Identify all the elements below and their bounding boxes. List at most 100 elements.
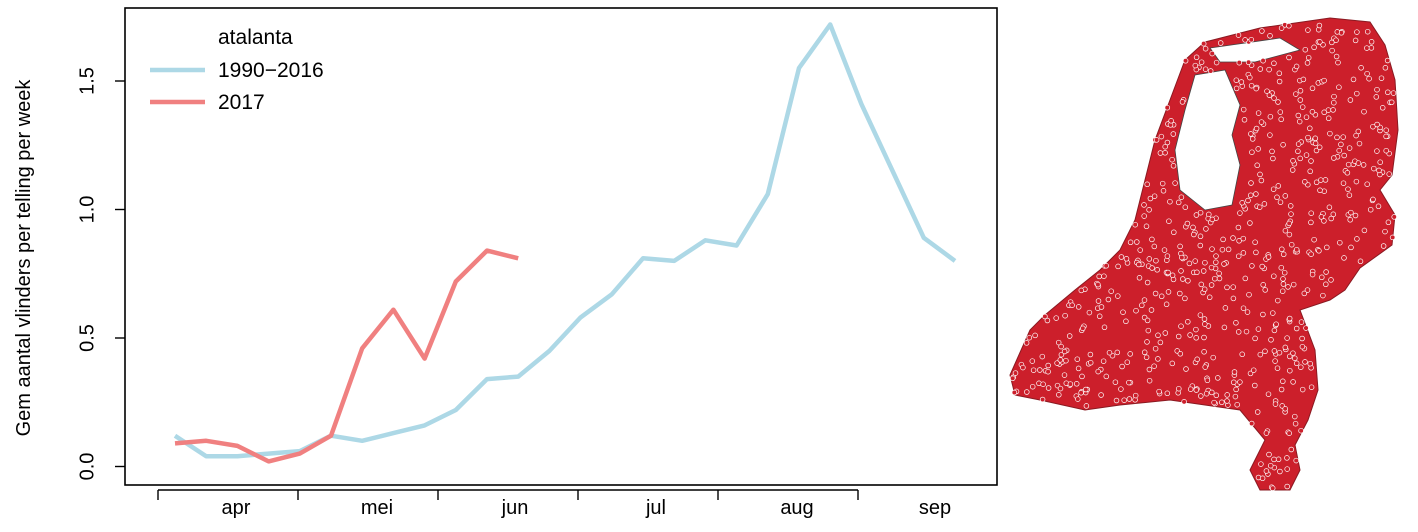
map-point — [1239, 351, 1245, 358]
map-point — [1224, 398, 1230, 404]
map-point — [1328, 277, 1334, 283]
map-point — [1146, 207, 1152, 213]
map-point — [1254, 409, 1261, 415]
map-point — [1151, 193, 1158, 199]
map-point — [1385, 219, 1392, 226]
map-point — [1324, 244, 1330, 251]
map-point — [1334, 134, 1340, 141]
map-point — [1096, 313, 1103, 320]
map-point — [1262, 348, 1268, 355]
ijsselmeer-water — [1174, 69, 1241, 211]
map-point — [1305, 54, 1312, 61]
map-point — [1280, 251, 1287, 258]
map-point — [1230, 235, 1236, 241]
map-point — [1101, 273, 1107, 279]
map-point — [1162, 330, 1169, 336]
map-point — [1208, 282, 1215, 288]
map-point — [1238, 79, 1245, 85]
map-point — [1282, 193, 1289, 199]
map-point — [1282, 406, 1288, 412]
map-point — [1144, 279, 1151, 286]
map-point — [1276, 78, 1283, 85]
map-point — [1121, 397, 1127, 403]
map-point — [1158, 133, 1165, 140]
map-point — [1346, 192, 1353, 198]
map-point — [1178, 194, 1185, 200]
map-point — [1308, 384, 1315, 390]
map-point — [1265, 391, 1272, 397]
map-point — [1271, 348, 1278, 354]
map-point — [1176, 385, 1182, 392]
map-point — [1254, 162, 1260, 169]
map-point — [1230, 284, 1236, 290]
map-point — [1259, 475, 1266, 482]
map-point — [1170, 131, 1177, 137]
map-point — [1334, 29, 1341, 35]
map-point — [1279, 246, 1285, 253]
map-point — [1201, 286, 1208, 293]
line-chart: Gem aantal vlinders per telling per week… — [13, 7, 998, 519]
y-axis-label: Gem aantal vlinders per telling per week — [13, 79, 35, 437]
map-point — [1261, 201, 1268, 207]
map-point — [1341, 255, 1347, 261]
map-point — [1197, 209, 1204, 216]
map-point — [1219, 246, 1226, 253]
map-point — [1123, 256, 1130, 262]
map-point — [1141, 297, 1148, 303]
map-point — [1123, 318, 1129, 325]
map-point — [1293, 246, 1300, 253]
map-point — [1149, 265, 1155, 271]
map-point — [1313, 179, 1320, 186]
map-point — [1164, 139, 1171, 146]
map-point — [1271, 273, 1277, 279]
plot-frame — [124, 7, 998, 486]
map-point — [1371, 165, 1377, 172]
map-point — [1357, 258, 1364, 265]
map-point — [1253, 191, 1259, 197]
map-point — [1271, 456, 1277, 463]
map-point — [1212, 275, 1218, 282]
map-point — [1045, 385, 1052, 391]
map-point — [1112, 379, 1119, 385]
map-point — [1240, 305, 1247, 311]
map-point — [1382, 65, 1389, 71]
map-point — [1278, 264, 1285, 271]
map-point — [1075, 396, 1081, 402]
map-point — [1347, 97, 1354, 103]
map-point — [1200, 40, 1207, 47]
map-point — [1235, 253, 1242, 259]
map-point — [1296, 118, 1303, 125]
map-point — [1139, 302, 1145, 309]
map-point — [1244, 309, 1251, 315]
map-point — [1243, 328, 1250, 335]
map-point — [1290, 350, 1296, 356]
map-point — [1200, 268, 1207, 274]
map-point — [1253, 85, 1259, 92]
map-point — [1233, 386, 1239, 393]
map-point — [1352, 37, 1359, 44]
map-point — [1235, 224, 1242, 231]
map-point — [1166, 218, 1172, 224]
map-point — [1309, 271, 1316, 278]
map-point — [1304, 287, 1311, 293]
map-point — [1290, 158, 1296, 164]
map-point — [1354, 90, 1360, 97]
map-point — [1224, 284, 1230, 291]
map-point — [1374, 148, 1380, 154]
map-point — [1193, 387, 1200, 393]
map-point — [1273, 321, 1279, 327]
map-point — [1300, 76, 1307, 83]
map-point — [1286, 23, 1292, 29]
map-point — [1058, 343, 1064, 350]
map-point — [1330, 211, 1337, 218]
map-point — [1308, 158, 1314, 164]
map-point — [1237, 210, 1243, 216]
map-point — [1307, 168, 1313, 175]
map-point — [1368, 39, 1375, 45]
map-point — [1271, 60, 1277, 67]
map-point — [1216, 275, 1223, 282]
map-point — [1032, 332, 1038, 339]
map-point — [1278, 116, 1284, 123]
map-point — [1275, 456, 1282, 463]
map-point — [1119, 363, 1125, 370]
